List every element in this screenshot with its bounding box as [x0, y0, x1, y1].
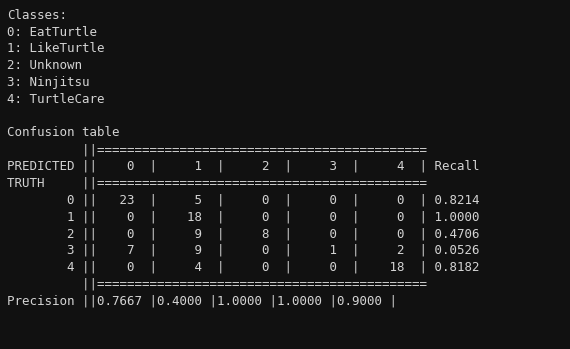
Text: Classes:
0: EatTurtle
1: LikeTurtle
2: Unknown
3: Ninjitsu
4: TurtleCare

Confus: Classes: 0: EatTurtle 1: LikeTurtle 2: U…: [7, 9, 479, 307]
